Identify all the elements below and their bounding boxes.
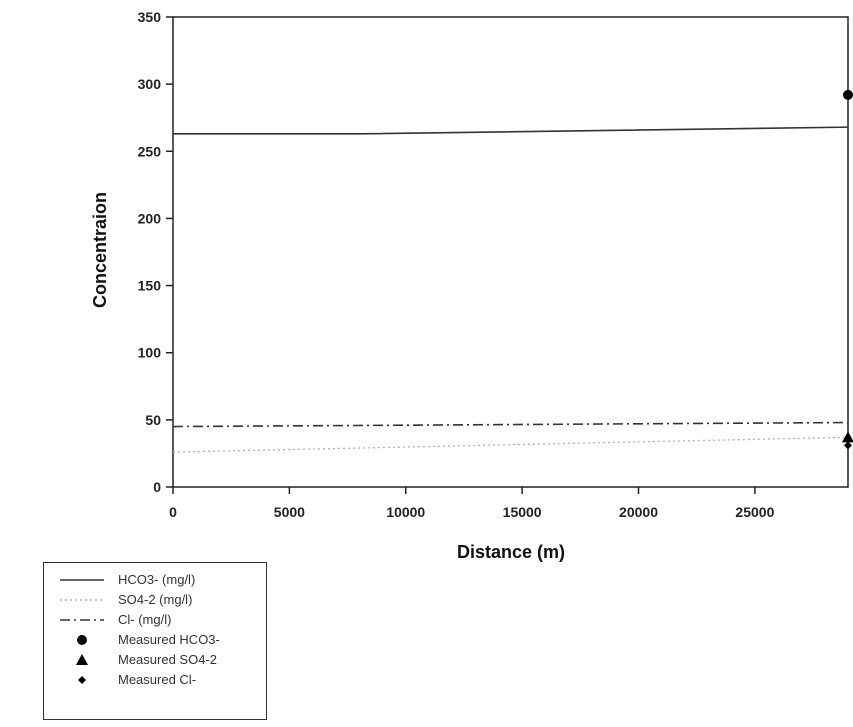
x-tick-label: 15000 — [503, 504, 542, 520]
legend-symbol — [60, 599, 104, 601]
legend-symbol — [76, 654, 88, 665]
series-layer — [172, 126, 849, 453]
legend-symbol — [60, 619, 104, 621]
y-tick-label: 200 — [138, 210, 162, 226]
series-line-1 — [172, 436, 849, 453]
legend-item: Measured Cl- — [44, 671, 266, 689]
legend-label: Measured Cl- — [118, 672, 197, 687]
legend-item: Cl- (mg/l) — [44, 611, 266, 629]
measured-point-0 — [843, 89, 853, 100]
legend-label: Measured SO4-2 — [118, 652, 217, 667]
legend-symbol — [77, 635, 87, 645]
y-axis: 0 50 100 150 200 250 300 350 — [138, 9, 173, 495]
x-tick-label: 0 — [169, 504, 177, 520]
legend-item: Measured HCO3- — [44, 631, 266, 649]
y-tick-label: 0 — [153, 479, 161, 495]
legend-marker-swatch — [77, 635, 87, 645]
measured-point-1 — [842, 431, 853, 443]
legend-symbol — [78, 676, 86, 684]
y-tick-label: 100 — [138, 345, 162, 361]
legend-marker-swatch — [78, 676, 86, 684]
legend-item: SO4-2 (mg/l) — [44, 591, 266, 609]
legend-label: Measured HCO3- — [118, 632, 220, 647]
legend-marker-swatch — [76, 654, 88, 665]
legend: HCO3- (mg/l) SO4-2 (mg/l) Cl- (mg/l) Measur… — [43, 562, 267, 720]
series-line-2 — [172, 421, 849, 428]
x-tick-label: 25000 — [735, 504, 774, 520]
legend-item: Measured SO4-2 — [44, 651, 266, 669]
x-tick-label: 5000 — [274, 504, 305, 520]
x-tick-label: 20000 — [619, 504, 658, 520]
x-axis: 0 5000 10000 15000 20000 25000 — [169, 487, 775, 520]
legend-symbol — [60, 579, 104, 581]
plot-frame — [172, 16, 849, 488]
measured-point-2 — [844, 441, 852, 450]
measured-markers — [842, 89, 853, 450]
y-tick-label: 250 — [138, 143, 162, 159]
x-tick-label: 10000 — [386, 504, 425, 520]
y-tick-label: 150 — [138, 278, 162, 294]
plot-border — [172, 16, 849, 488]
y-tick-label: 300 — [138, 76, 162, 92]
y-axis-title: Concentraion — [90, 192, 110, 308]
y-tick-label: 50 — [145, 412, 161, 428]
legend-label: SO4-2 (mg/l) — [118, 592, 193, 607]
legend-label: HCO3- (mg/l) — [118, 572, 196, 587]
legend-label: Cl- (mg/l) — [118, 612, 172, 627]
series-line-0 — [173, 126, 849, 135]
y-tick-label: 350 — [138, 9, 162, 25]
x-axis-title: Distance (m) — [457, 542, 565, 562]
legend-item: HCO3- (mg/l) — [44, 571, 266, 589]
